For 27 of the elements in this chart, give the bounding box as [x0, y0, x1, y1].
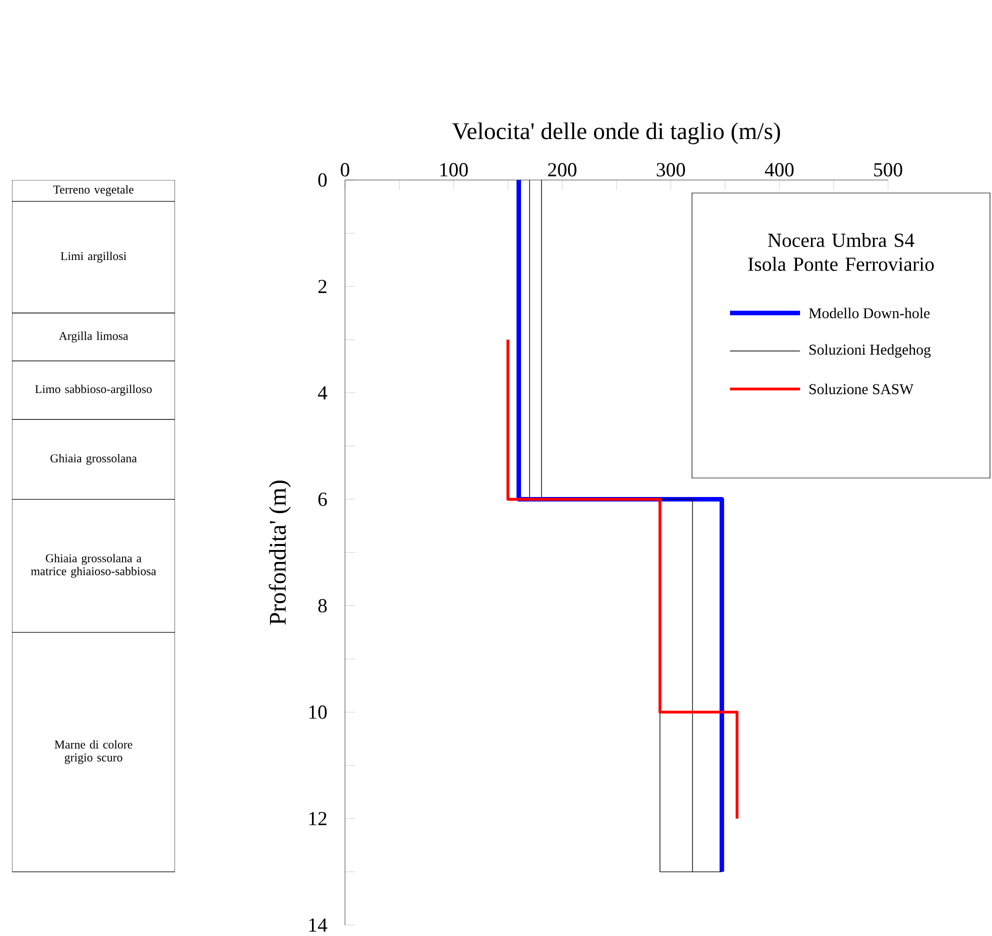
y-tick-label: 6 — [318, 492, 327, 506]
x-tick-label: 0 — [340, 163, 350, 176]
x-tick-label: 100 — [440, 163, 468, 176]
legend-label: Soluzioni Hedgehog — [810, 344, 931, 358]
legend-title: Nocera Umbra S4 Isola Ponte Ferroviario — [748, 233, 934, 271]
x-tick-label: 500 — [874, 163, 902, 176]
x-tick-label: 300 — [656, 163, 685, 176]
y-tick-label: 4 — [318, 386, 328, 400]
series-label: Marne di colore grigio scuro — [54, 740, 132, 764]
y-tick-label: 12 — [309, 812, 326, 826]
y-tick-label: 0 — [318, 173, 327, 187]
y-tick-label: 14 — [309, 918, 328, 932]
y-tick-label: 10 — [309, 705, 327, 719]
series-label: Ghiaia grossolana — [50, 454, 137, 465]
legend-label: Soluzione SASW — [810, 384, 914, 394]
y-axis-title: Profondita' (m) — [268, 480, 291, 625]
x-tick-label: 200 — [548, 163, 576, 176]
x-axis-title: Velocita' delle onde di taglio (m/s) — [452, 122, 780, 144]
legend-label: Modello Down-hole — [808, 308, 930, 318]
series-label: Limi argillosi — [60, 252, 126, 263]
series-label: Argilla limosa — [58, 332, 128, 342]
series-label: Terreno vegetale — [53, 185, 134, 196]
y-tick-label: 2 — [318, 280, 326, 294]
y-tick-label: 8 — [318, 599, 327, 612]
x-tick-label: 400 — [764, 163, 794, 176]
series-label: Ghiaia grossolana a matrice ghiaioso-sabbiosa — [31, 554, 156, 578]
series-label: Limo sabbioso-argilloso — [35, 384, 152, 396]
